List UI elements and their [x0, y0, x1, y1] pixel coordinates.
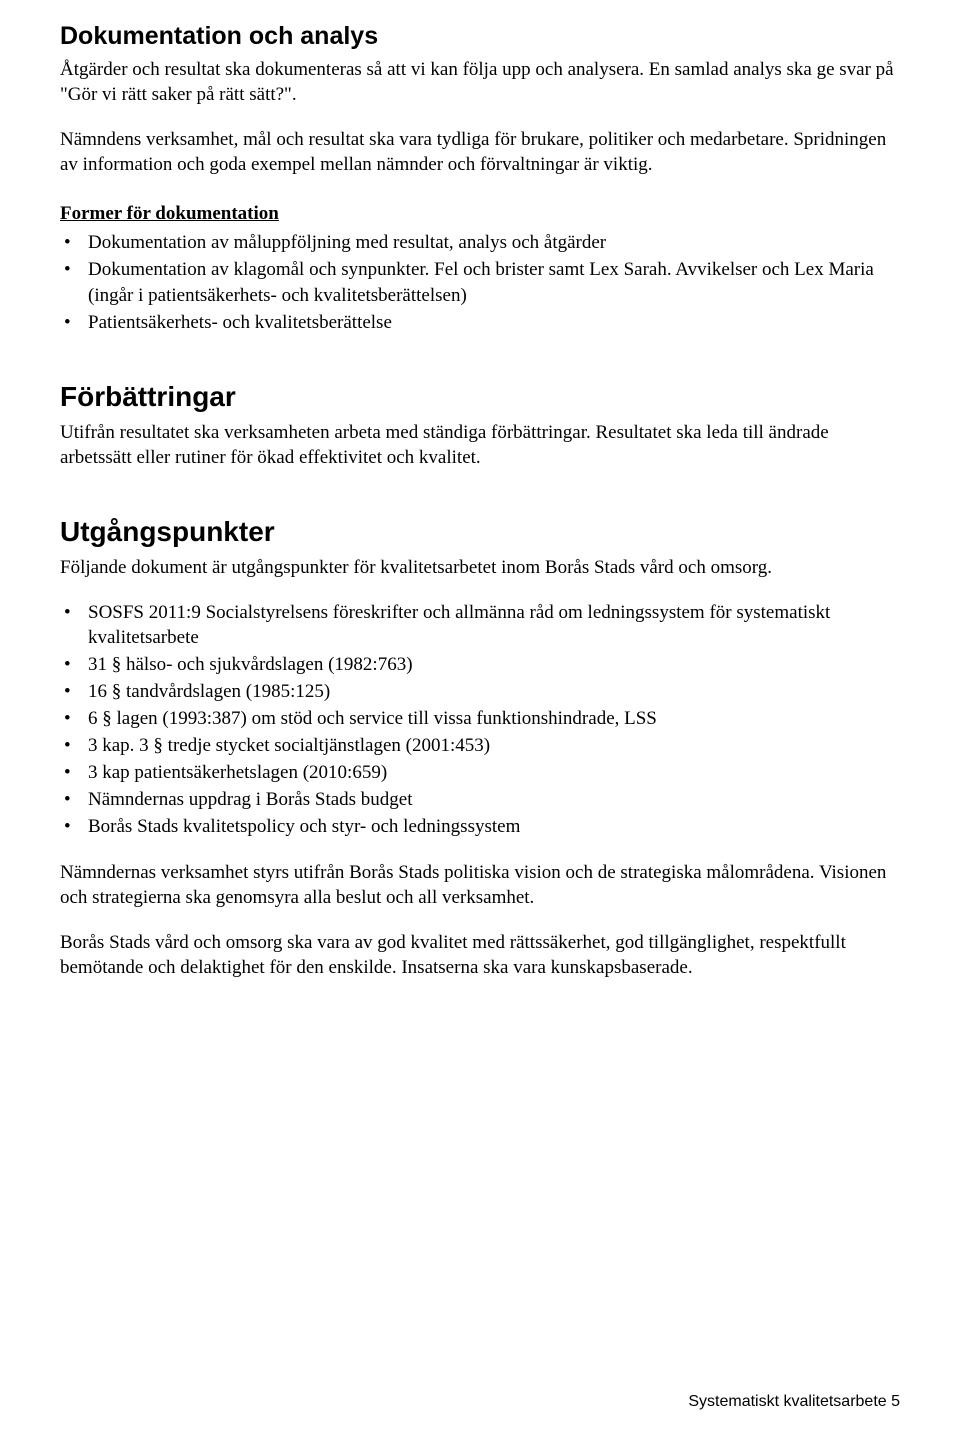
- list-item: Dokumentation av måluppföljning med resu…: [60, 230, 900, 255]
- list-item: Borås Stads kvalitetspolicy och styr- oc…: [60, 814, 900, 839]
- list-item: Patientsäkerhets- och kvalitetsberättels…: [60, 310, 900, 335]
- paragraph: Åtgärder och resultat ska dokumenteras s…: [60, 57, 900, 107]
- list-utgangspunkter: SOSFS 2011:9 Socialstyrelsens föreskrift…: [60, 600, 900, 840]
- paragraph: Borås Stads vård och omsorg ska vara av …: [60, 930, 900, 980]
- list-item: Nämndernas uppdrag i Borås Stads budget: [60, 787, 900, 812]
- list-item: 6 § lagen (1993:387) om stöd och service…: [60, 706, 900, 731]
- section-heading-dokumentation: Dokumentation och analys: [60, 20, 900, 53]
- list-item: 16 § tandvårdslagen (1985:125): [60, 679, 900, 704]
- page-footer: Systematiskt kvalitetsarbete 5: [688, 1391, 900, 1412]
- paragraph: Nämndens verksamhet, mål och resultat sk…: [60, 127, 900, 177]
- section-heading-forbattringar: Förbättringar: [60, 379, 900, 416]
- list-former: Dokumentation av måluppföljning med resu…: [60, 230, 900, 334]
- list-item: 3 kap. 3 § tredje stycket socialtjänstla…: [60, 733, 900, 758]
- paragraph: Nämndernas verksamhet styrs utifrån Borå…: [60, 860, 900, 910]
- paragraph: Följande dokument är utgångspunkter för …: [60, 555, 900, 580]
- section-heading-utgangspunkter: Utgångspunkter: [60, 514, 900, 551]
- paragraph: Utifrån resultatet ska verksamheten arbe…: [60, 420, 900, 470]
- list-item: Dokumentation av klagomål och synpunkter…: [60, 257, 900, 307]
- list-item: 31 § hälso- och sjukvårdslagen (1982:763…: [60, 652, 900, 677]
- subheading-former: Former för dokumentation: [60, 201, 900, 226]
- list-item: 3 kap patientsäkerhetslagen (2010:659): [60, 760, 900, 785]
- list-item: SOSFS 2011:9 Socialstyrelsens föreskrift…: [60, 600, 900, 650]
